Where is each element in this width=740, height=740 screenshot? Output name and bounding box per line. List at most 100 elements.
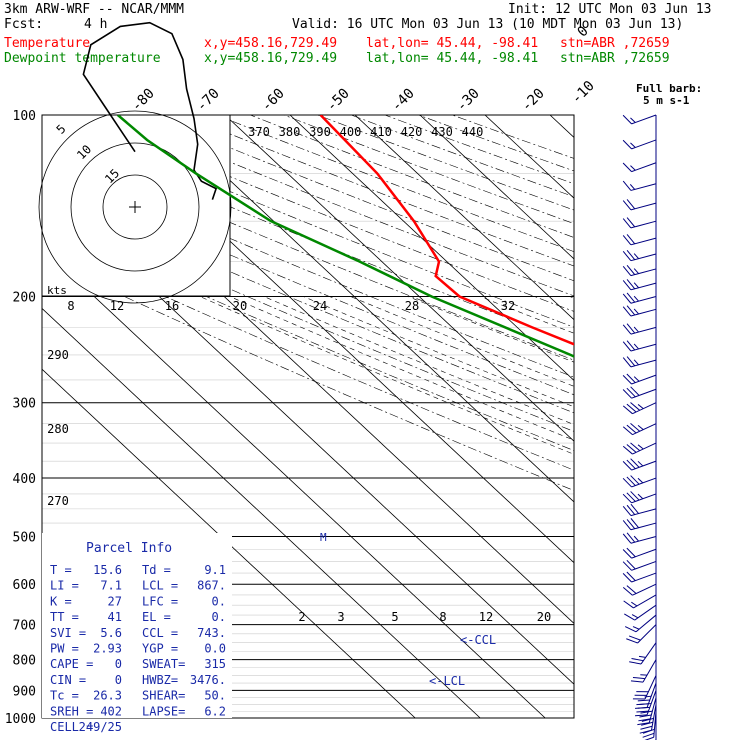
barb-shaft <box>637 624 657 644</box>
barb-flag <box>636 710 649 713</box>
lcl-marker: <-LCL <box>429 674 465 688</box>
theta-side-label: 280 <box>47 422 69 436</box>
barb-shaft <box>631 493 657 504</box>
barb-half-flag <box>637 460 644 467</box>
barb-flag <box>641 721 653 726</box>
barb-flag <box>622 375 632 385</box>
barb-flag <box>626 305 636 316</box>
mixing-ratio-label: 28 <box>405 299 419 313</box>
parcel-info-cell: 27 <box>108 594 122 608</box>
isotherm-label: 0 <box>575 23 592 40</box>
barb-flag <box>626 585 637 594</box>
parcel-info-title: Parcel Info <box>86 541 172 556</box>
barb-flag <box>622 389 632 399</box>
valid-time: Valid: 16 UTC Mon 03 Jun 13 (10 MDT Mon … <box>292 17 684 32</box>
barb-flag <box>626 492 636 502</box>
barb-flag <box>622 200 632 211</box>
barb-flag <box>637 722 650 726</box>
wind-barb <box>622 547 657 559</box>
barb-flag <box>630 386 640 396</box>
barb-flag <box>626 279 636 290</box>
dewpoint-station: stn=ABR ,72659 <box>560 51 670 66</box>
barb-flag <box>626 340 636 351</box>
barb-flag <box>640 725 653 730</box>
barb-flag <box>636 703 649 706</box>
barb-flag <box>637 699 650 702</box>
barb-half-flag <box>633 376 640 382</box>
wind-barb <box>622 442 657 455</box>
parcel-info-cell: Tc = <box>50 689 79 703</box>
barb-flag <box>630 458 640 468</box>
wind-barb <box>622 475 657 488</box>
parcel-info-cell: CELL = <box>50 720 93 734</box>
barb-flag <box>639 729 652 734</box>
model-title: 3km ARW-WRF -- NCAR/MMM <box>4 2 185 17</box>
parcel-info-cell: T = <box>50 563 72 577</box>
barb-flag <box>622 445 633 455</box>
pressure-label: 500 <box>13 530 36 545</box>
wind-barb <box>622 264 657 277</box>
barb-flag <box>626 571 636 581</box>
dry-adiabat <box>418 115 574 172</box>
parcel-info-cell: 0. <box>212 594 226 608</box>
parcel-info-cell: HWBZ= <box>142 673 178 687</box>
moist-adiabat <box>673 297 740 719</box>
hodograph-units: kts <box>47 284 67 297</box>
barb-shaft <box>640 642 657 665</box>
wind-barb <box>622 559 657 571</box>
wind-barb <box>622 162 657 173</box>
barb-half-flag <box>631 601 638 607</box>
barb-shaft <box>634 604 657 621</box>
barb-flag <box>630 402 641 411</box>
isotherm-line <box>549 115 574 138</box>
barb-flag <box>622 341 632 352</box>
barb-flag <box>626 250 636 260</box>
barb-flag <box>630 680 644 683</box>
barb-shaft <box>642 659 657 683</box>
barb-shaft <box>631 572 657 583</box>
wind-barb <box>622 373 657 385</box>
theta-label: 390 <box>309 125 331 139</box>
wind-barb <box>622 532 657 544</box>
wind-barb <box>622 279 657 291</box>
barb-half-flag <box>629 184 636 190</box>
dewpoint-latlon: lat,lon= 45.44, -98.41 <box>366 51 539 66</box>
barb-flag <box>631 657 644 662</box>
barb-half-flag <box>640 674 648 676</box>
parcel-info-cell: TT = <box>50 610 79 624</box>
mixing-ratio-label-low: 2 <box>298 610 305 624</box>
wind-barb <box>622 234 657 246</box>
barb-flag <box>630 423 641 432</box>
barb-half-flag <box>633 359 639 366</box>
temperature-profile <box>319 115 574 346</box>
isotherm-label: -50 <box>324 86 353 115</box>
barb-flag <box>626 387 636 398</box>
barb-shaft <box>630 296 657 304</box>
barb-flag <box>622 357 632 368</box>
barb-flag <box>622 251 632 262</box>
parcel-info-panel: Parcel Info T = 15.6 Td = 9.1 LI = 7.1 LCL = 86… <box>42 533 232 734</box>
dry-adiabat <box>149 115 574 282</box>
barb-flag <box>642 736 654 740</box>
barb-shaft <box>630 359 657 368</box>
barb-flag <box>622 280 632 291</box>
theta-label: 380 <box>279 125 301 139</box>
dry-adiabat <box>384 115 574 185</box>
wind-barb <box>630 659 657 683</box>
barb-flag <box>626 403 637 413</box>
dewpoint-profile <box>116 115 574 358</box>
barb-flag <box>630 491 640 501</box>
barb-flag <box>622 549 632 559</box>
wind-barb <box>622 583 657 596</box>
parcel-info-cell: LI = <box>50 579 79 593</box>
barb-shaft <box>632 583 657 596</box>
barb-flag <box>622 235 632 246</box>
temperature-legend: Temperature <box>4 36 91 51</box>
barb-shaft <box>631 139 657 150</box>
barb-flag <box>626 323 636 334</box>
parcel-info-cell: YGP = <box>142 642 178 656</box>
wind-barb <box>622 139 657 150</box>
temperature-xy: x,y=458.16,729.49 <box>204 36 338 51</box>
barb-half-flag <box>637 493 644 500</box>
barb-half-flag <box>633 253 639 259</box>
